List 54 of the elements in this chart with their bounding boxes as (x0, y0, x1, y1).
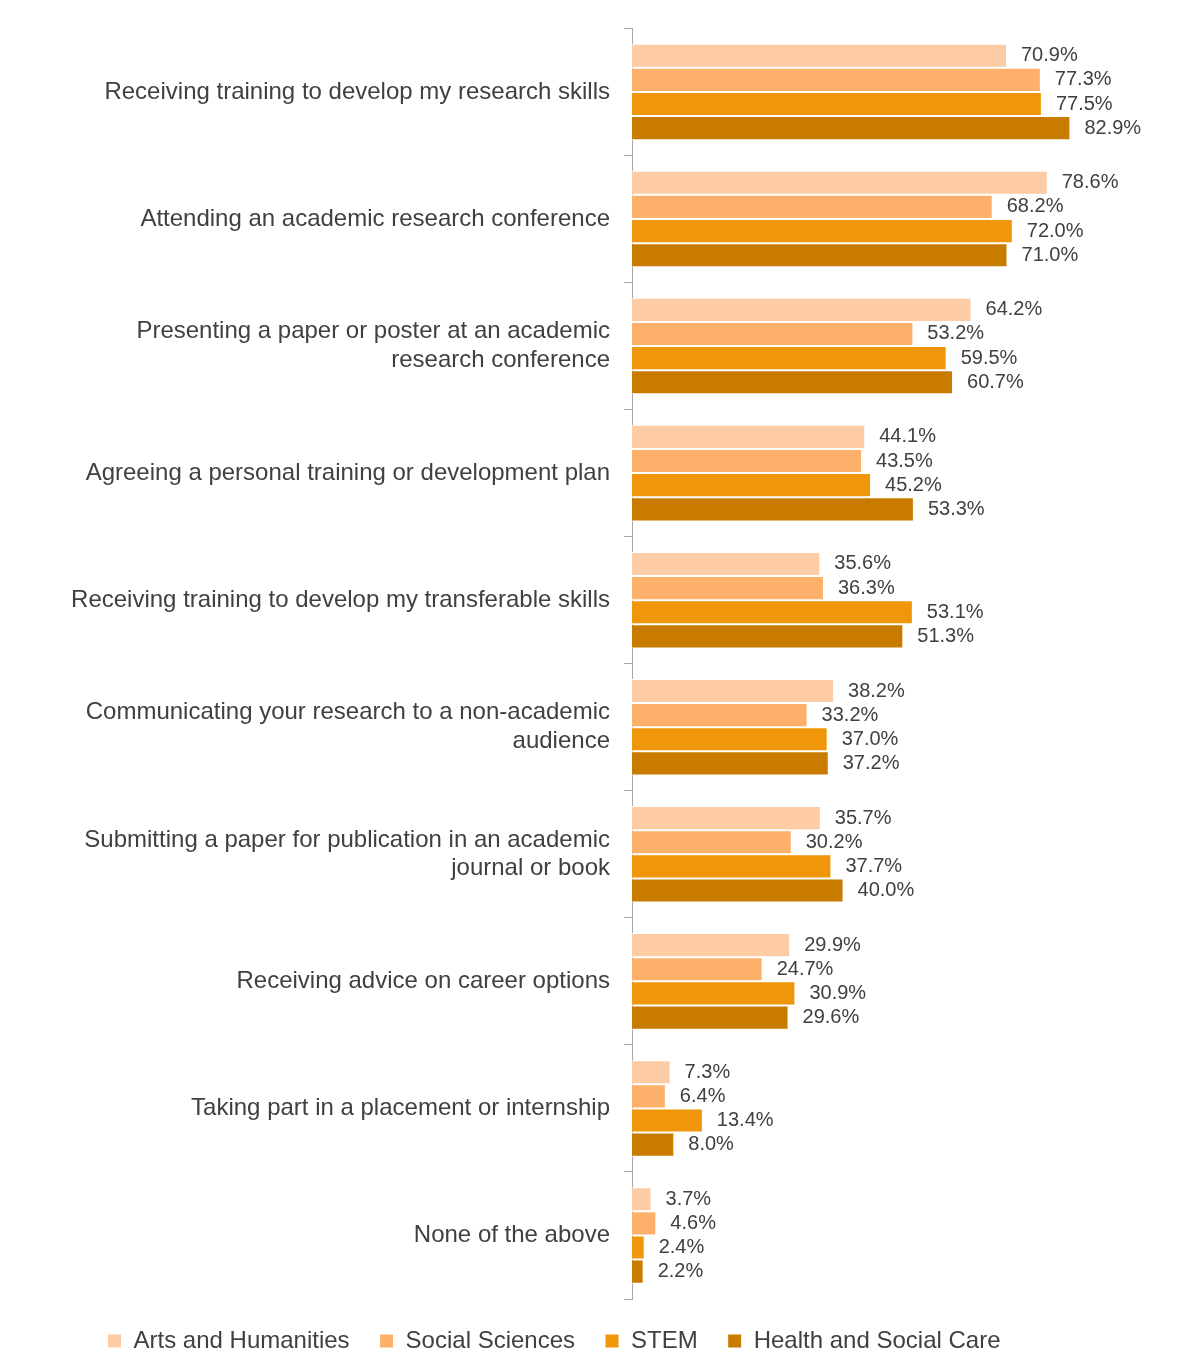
data-label: 35.7% (834, 805, 892, 828)
data-label: 68.2% (1006, 194, 1064, 217)
data-label: 71.0% (1021, 242, 1079, 265)
y-tick-label: Taking part in a placement or internship (191, 1093, 610, 1121)
data-label: 36.3% (837, 575, 895, 598)
y-tick-label: Receiving training to develop my transferable skills (71, 584, 610, 612)
data-label: 8.0% (688, 1132, 735, 1155)
data-label: 51.3% (917, 623, 975, 646)
y-tick-label: Presenting a paper or poster at an academic research conference (136, 316, 610, 373)
data-label: 53.2% (927, 321, 985, 344)
legend-label: Social Sciences (405, 1325, 576, 1353)
data-label: 29.6% (802, 1005, 860, 1028)
data-label: 45.2% (885, 472, 942, 495)
data-label: 37.7% (845, 853, 903, 876)
data-label: 35.6% (834, 551, 892, 574)
data-label: 40.0% (857, 878, 915, 901)
y-tick-label: None of the above (413, 1220, 610, 1248)
data-label: 3.7% (665, 1186, 712, 1209)
data-label: 24.7% (776, 956, 834, 979)
y-tick-label: Receiving advice on career options (236, 965, 610, 993)
legend-label: Health and Social Care (753, 1325, 1001, 1353)
data-label: 53.1% (926, 599, 984, 622)
data-label: 43.5% (876, 448, 933, 471)
y-tick-label: Agreeing a personal training or development plan (85, 457, 610, 485)
data-label: 6.4% (679, 1083, 726, 1106)
data-label: 4.6% (670, 1210, 717, 1233)
data-label: 60.7% (967, 369, 1024, 392)
data-label: 29.9% (804, 932, 862, 955)
data-label: 82.9% (1084, 115, 1142, 138)
data-label: 30.2% (805, 829, 863, 852)
data-label: 70.9% (1020, 43, 1078, 66)
y-tick-label: Attending an academic research conference (140, 203, 610, 231)
data-label: 44.1% (879, 424, 937, 447)
data-label: 13.4% (716, 1108, 774, 1130)
legend-label: Arts and Humanities (133, 1325, 350, 1353)
data-label: 38.2% (848, 678, 905, 701)
y-tick-label: Submitting a paper for publication in an academic journal or book (84, 824, 611, 881)
data-label: 78.6% (1061, 170, 1119, 193)
data-label: 59.5% (960, 345, 1018, 368)
data-label: 37.2% (842, 750, 900, 773)
data-label: 7.3% (684, 1059, 731, 1082)
data-label: 37.0% (841, 726, 899, 749)
data-label: 64.2% (985, 297, 1043, 320)
data-label: 72.0% (1026, 218, 1084, 241)
data-label: 30.9% (809, 980, 867, 1003)
legend-label: STEM (631, 1325, 698, 1353)
data-label: 2.2% (657, 1259, 704, 1282)
y-tick-label: Receiving training to develop my research skills (104, 76, 610, 104)
data-label: 77.3% (1054, 67, 1112, 90)
data-label: 2.4% (658, 1235, 705, 1258)
y-tick-label: Communicating your research to a non-academic audience (85, 697, 610, 754)
data-label: 77.5% (1055, 91, 1113, 114)
data-label: 53.3% (927, 496, 985, 519)
data-label: 33.2% (821, 702, 879, 725)
